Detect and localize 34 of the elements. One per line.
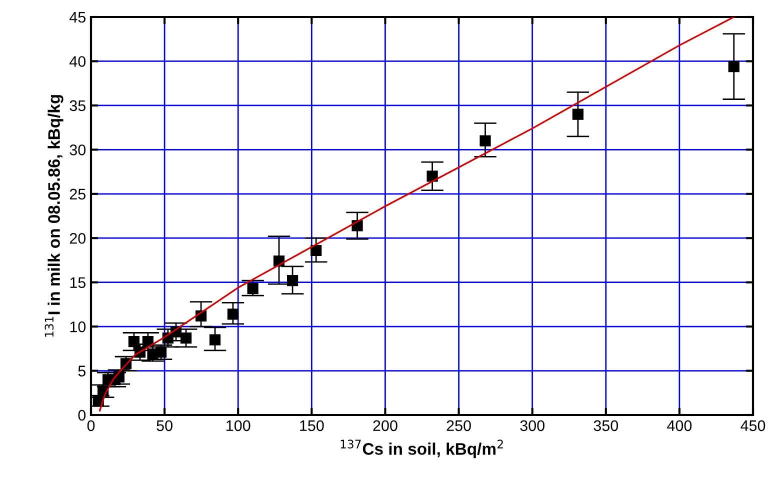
point <box>209 334 221 346</box>
y-tick-label: 20 <box>70 232 86 244</box>
y-tick-label: 45 <box>70 12 86 23</box>
x-tick-label: 300 <box>520 420 544 432</box>
y-tick-label: 25 <box>70 188 86 200</box>
point <box>247 282 258 294</box>
x-tick-label: 400 <box>667 420 692 432</box>
x-tick-label: 150 <box>300 420 324 432</box>
y-axis-title: $^{131}$I in milk on 08.05.86, kBq/kg <box>44 95 64 337</box>
x-tick-label: 350 <box>594 420 618 432</box>
y-tick-label: 5 <box>78 366 86 376</box>
x-axis-title: $^{137}$Cs in soil, kBq/m$^{2}$ <box>340 440 503 458</box>
point <box>180 332 192 344</box>
x-tick-label: 200 <box>373 420 398 432</box>
point <box>728 60 740 72</box>
point <box>142 336 154 348</box>
y-tick-label: 0 <box>78 410 86 421</box>
y-tick-label: 35 <box>70 100 86 112</box>
y-tick-label: 40 <box>70 56 86 67</box>
x-tick-label: 250 <box>446 420 471 432</box>
y-tick-label: 15 <box>70 277 86 288</box>
point <box>480 135 491 146</box>
x-tick-label: 0 <box>87 420 95 432</box>
point <box>227 308 239 320</box>
point <box>128 336 140 348</box>
y-tick-label: 10 <box>70 321 86 332</box>
point <box>310 244 322 256</box>
point <box>426 170 438 182</box>
point <box>286 275 298 286</box>
x-tick-label: 100 <box>226 420 250 432</box>
x-tick-label: 50 <box>156 420 172 432</box>
point <box>572 108 584 120</box>
y-tick-label: 30 <box>70 144 86 156</box>
x-tick-label: 450 <box>740 420 766 432</box>
